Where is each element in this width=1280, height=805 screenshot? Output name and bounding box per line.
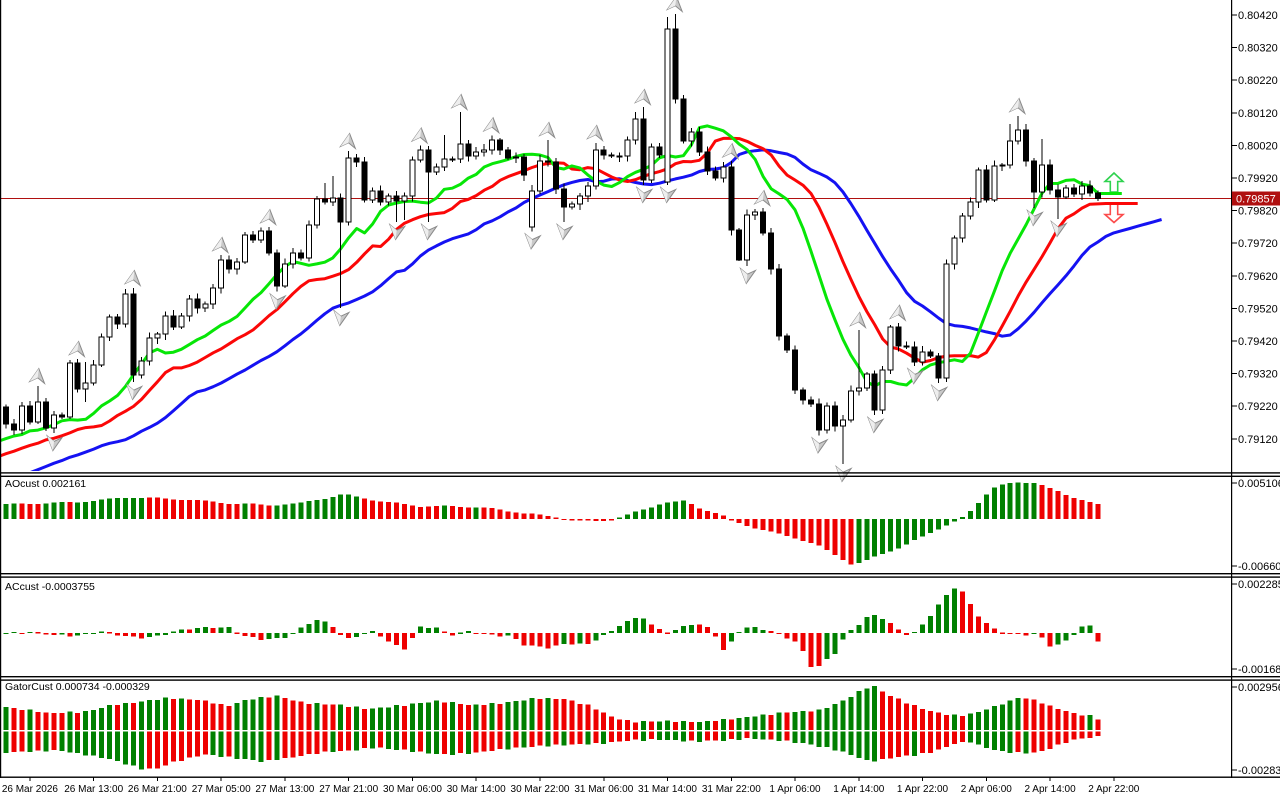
svg-text:1 Apr 14:00: 1 Apr 14:00	[833, 784, 885, 795]
svg-text:AOcust 0.002161: AOcust 0.002161	[5, 478, 86, 490]
svg-text:30 Mar 22:00: 30 Mar 22:00	[511, 784, 570, 795]
svg-text:2 Apr 14:00: 2 Apr 14:00	[1025, 784, 1077, 795]
svg-text:1 Apr 22:00: 1 Apr 22:00	[897, 784, 949, 795]
svg-text:30 Mar 14:00: 30 Mar 14:00	[447, 784, 506, 795]
svg-text:-0.0016896: -0.0016896	[1238, 664, 1280, 676]
svg-text:0.79220: 0.79220	[1238, 401, 1278, 413]
svg-text:0.002956: 0.002956	[1238, 682, 1280, 694]
svg-text:0.79620: 0.79620	[1238, 271, 1278, 283]
svg-text:27 Mar 05:00: 27 Mar 05:00	[192, 784, 251, 795]
svg-text:26 Mar 13:00: 26 Mar 13:00	[64, 784, 123, 795]
svg-text:GatorCust 0.000734 -0.000329: GatorCust 0.000734 -0.000329	[5, 681, 150, 693]
svg-text:31 Mar 22:00: 31 Mar 22:00	[702, 784, 761, 795]
svg-text:0.79820: 0.79820	[1238, 206, 1278, 218]
svg-text:0.79520: 0.79520	[1238, 303, 1278, 315]
svg-text:27 Mar 13:00: 27 Mar 13:00	[255, 784, 314, 795]
svg-text:0.79120: 0.79120	[1238, 434, 1278, 446]
svg-text:0.79857: 0.79857	[1236, 194, 1276, 206]
svg-text:0.80420: 0.80420	[1238, 10, 1278, 22]
svg-text:-0.006602: -0.006602	[1238, 561, 1280, 573]
svg-text:30 Mar 06:00: 30 Mar 06:00	[383, 784, 442, 795]
svg-text:31 Mar 14:00: 31 Mar 14:00	[638, 784, 697, 795]
svg-text:1 Apr 06:00: 1 Apr 06:00	[769, 784, 821, 795]
svg-text:26 Mar 2026: 26 Mar 2026	[2, 784, 59, 795]
svg-text:0.80320: 0.80320	[1238, 43, 1278, 55]
svg-text:0.80220: 0.80220	[1238, 75, 1278, 87]
svg-text:0.79420: 0.79420	[1238, 336, 1278, 348]
svg-text:2 Apr 06:00: 2 Apr 06:00	[961, 784, 1013, 795]
svg-text:ACcust -0.0003755: ACcust -0.0003755	[5, 581, 95, 593]
svg-text:0.79920: 0.79920	[1238, 173, 1278, 185]
svg-text:2 Apr 22:00: 2 Apr 22:00	[1088, 784, 1140, 795]
svg-text:0.80120: 0.80120	[1238, 108, 1278, 120]
svg-text:27 Mar 21:00: 27 Mar 21:00	[319, 784, 378, 795]
svg-text:0.0022851: 0.0022851	[1238, 579, 1280, 591]
svg-text:26 Mar 21:00: 26 Mar 21:00	[128, 784, 187, 795]
svg-text:0.79320: 0.79320	[1238, 369, 1278, 381]
svg-text:31 Mar 06:00: 31 Mar 06:00	[574, 784, 633, 795]
svg-text:0.79720: 0.79720	[1238, 238, 1278, 250]
svg-text:0.80020: 0.80020	[1238, 140, 1278, 152]
svg-text:0.005106: 0.005106	[1238, 478, 1280, 490]
